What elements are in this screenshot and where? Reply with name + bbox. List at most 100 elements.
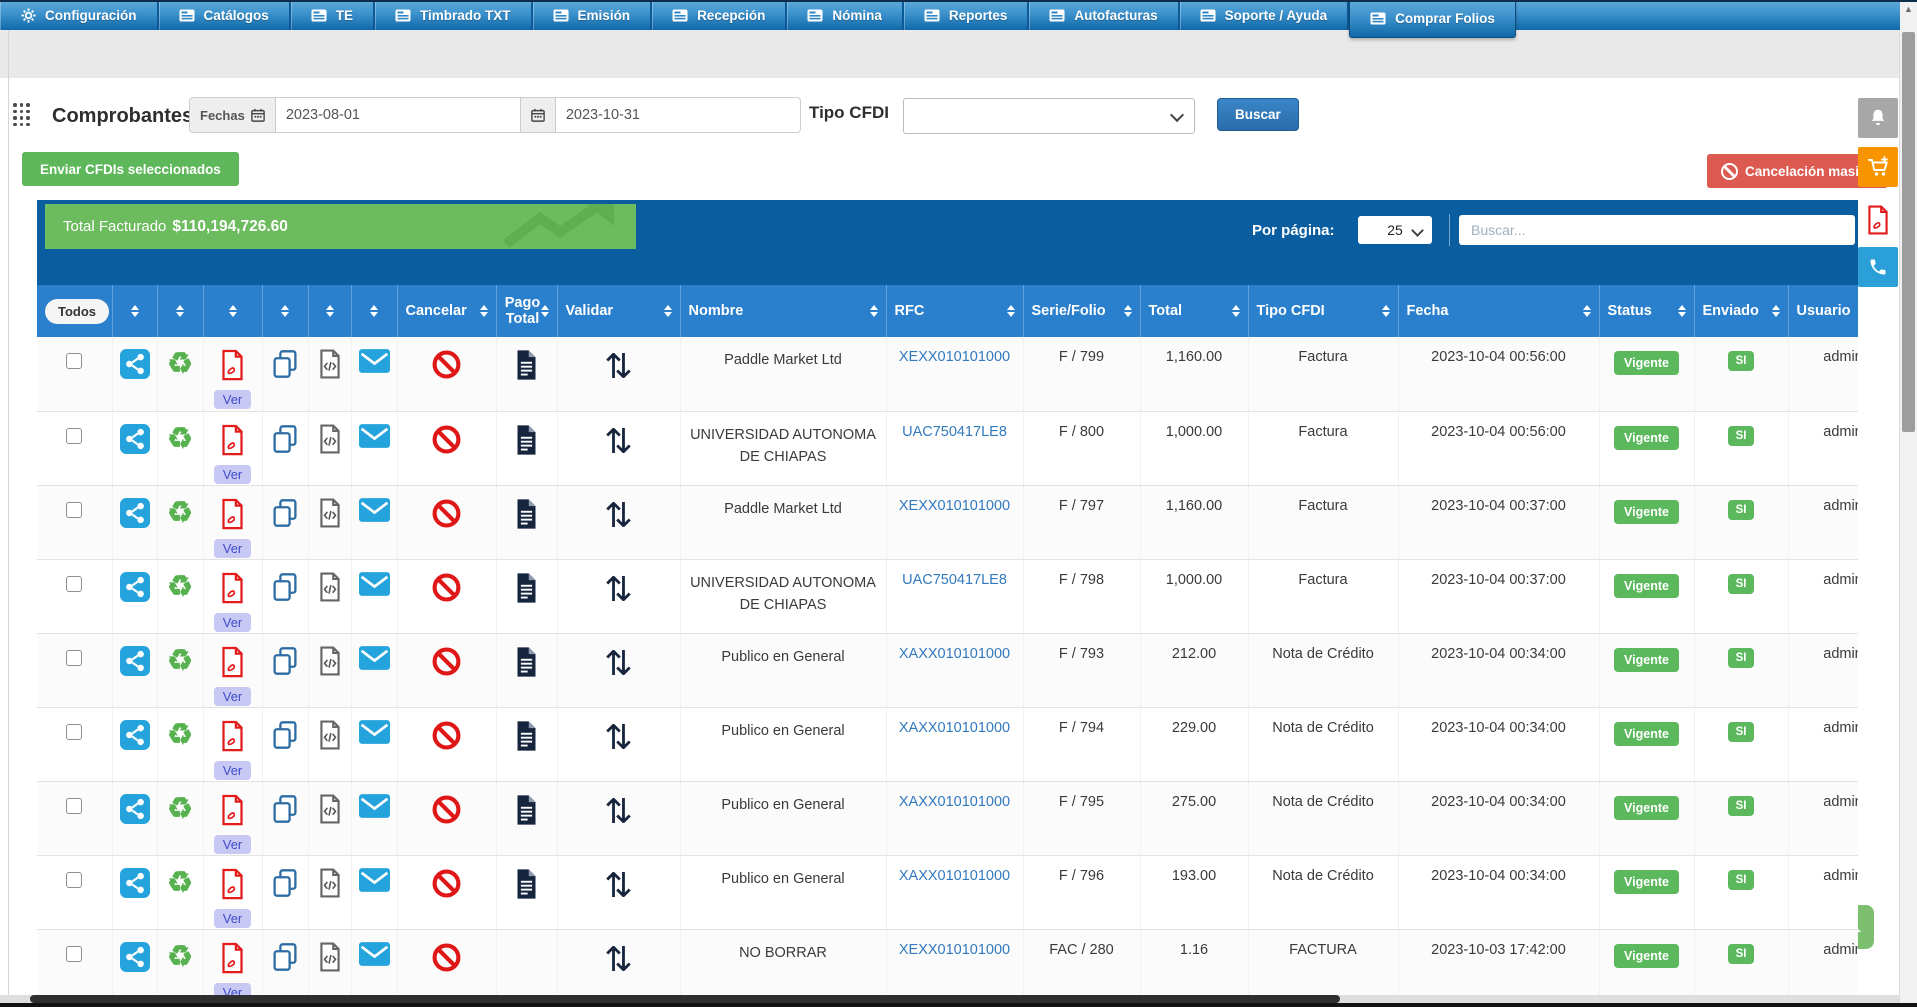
date-from-input[interactable]	[275, 97, 521, 133]
nav-tab[interactable]: TE	[291, 0, 376, 30]
pago-total-doc-icon[interactable]	[513, 498, 540, 530]
xml-icon[interactable]	[317, 498, 343, 528]
ver-button[interactable]: Ver	[213, 464, 252, 484]
share-icon[interactable]	[119, 645, 150, 676]
sort-icon[interactable]	[869, 305, 878, 317]
sort-icon[interactable]	[228, 305, 237, 317]
validar-arrows-icon[interactable]: ⇅	[604, 348, 633, 386]
pago-total-doc-icon[interactable]	[513, 572, 540, 604]
recycle-icon[interactable]: ♻	[167, 792, 193, 825]
copy-icon[interactable]	[271, 349, 299, 379]
pdf-icon[interactable]	[219, 942, 246, 974]
row-checkbox[interactable]	[66, 353, 83, 369]
sort-icon[interactable]	[1123, 305, 1132, 317]
pdf-icon[interactable]	[219, 646, 246, 678]
vertical-scrollbar[interactable]: ▲	[1899, 0, 1917, 1007]
cancel-icon[interactable]	[431, 942, 462, 973]
mail-icon[interactable]	[358, 645, 390, 670]
nav-tab[interactable]: Reportes	[904, 0, 1030, 30]
recycle-icon[interactable]: ♻	[167, 496, 193, 529]
copy-icon[interactable]	[271, 498, 299, 528]
sort-icon[interactable]	[1231, 305, 1240, 317]
validar-arrows-icon[interactable]: ⇅	[604, 792, 633, 831]
xml-icon[interactable]	[317, 868, 343, 898]
share-icon[interactable]	[119, 349, 150, 379]
pdf-icon[interactable]	[219, 794, 246, 826]
copy-icon[interactable]	[271, 424, 299, 454]
share-icon[interactable]	[119, 571, 150, 602]
horizontal-scrollbar-thumb[interactable]	[30, 995, 1340, 1003]
xml-icon[interactable]	[317, 646, 343, 676]
cancelacion-masiva-button[interactable]: Cancelación masiva	[1707, 154, 1889, 188]
copy-icon[interactable]	[271, 794, 299, 824]
nav-tab[interactable]: Emisión	[533, 0, 653, 30]
cancel-icon[interactable]	[431, 498, 462, 529]
cancel-icon[interactable]	[431, 794, 462, 825]
pago-total-doc-icon[interactable]	[513, 794, 540, 826]
validar-arrows-icon[interactable]: ⇅	[604, 866, 633, 905]
validar-arrows-icon[interactable]: ⇅	[604, 940, 633, 979]
row-checkbox[interactable]	[66, 575, 83, 592]
mail-icon[interactable]	[358, 497, 390, 522]
recycle-icon[interactable]: ♻	[167, 422, 193, 455]
horizontal-scrollbar[interactable]	[0, 995, 1900, 1003]
ver-button[interactable]: Ver	[213, 908, 252, 928]
row-checkbox[interactable]	[66, 501, 83, 518]
validar-arrows-icon[interactable]: ⇅	[604, 496, 633, 535]
rfc-link[interactable]: XAXX010101000	[898, 645, 1011, 662]
sort-icon[interactable]	[370, 305, 378, 317]
recycle-icon[interactable]: ♻	[167, 348, 193, 380]
cancel-icon[interactable]	[431, 572, 462, 603]
rfc-link[interactable]: XEXX010101000	[898, 349, 1011, 365]
xml-icon[interactable]	[317, 794, 343, 824]
sort-icon[interactable]	[176, 305, 184, 317]
row-checkbox[interactable]	[66, 723, 83, 740]
notifications-button[interactable]	[1858, 98, 1898, 138]
enviar-cfdis-button[interactable]: Enviar CFDIs seleccionados	[22, 152, 239, 186]
row-checkbox[interactable]	[66, 945, 83, 962]
ver-button[interactable]: Ver	[213, 982, 252, 996]
ver-button[interactable]: Ver	[213, 760, 252, 780]
tipo-cfdi-select[interactable]	[903, 98, 1195, 134]
mail-icon[interactable]	[358, 571, 390, 596]
mail-icon[interactable]	[358, 423, 390, 448]
row-checkbox[interactable]	[66, 797, 83, 814]
grid-handle-icon[interactable]	[13, 103, 30, 127]
sort-icon[interactable]	[1582, 305, 1591, 317]
pdf-icon[interactable]	[219, 572, 246, 604]
share-icon[interactable]	[119, 867, 150, 898]
nav-tab[interactable]: Nómina	[787, 0, 904, 30]
rfc-link[interactable]: XAXX010101000	[898, 719, 1011, 736]
sort-icon[interactable]	[1006, 305, 1015, 317]
copy-icon[interactable]	[271, 868, 299, 898]
share-icon[interactable]	[119, 497, 150, 528]
recycle-icon[interactable]: ♻	[167, 570, 193, 603]
share-icon[interactable]	[119, 719, 150, 750]
nav-tab[interactable]: Timbrado TXT	[375, 0, 533, 30]
xml-icon[interactable]	[317, 942, 343, 972]
pago-total-doc-icon[interactable]	[513, 424, 540, 456]
sort-icon[interactable]	[1381, 305, 1390, 317]
row-checkbox[interactable]	[66, 427, 83, 444]
pago-total-doc-icon[interactable]	[513, 646, 540, 678]
buy-folios-cart-button[interactable]	[1858, 147, 1898, 187]
copy-icon[interactable]	[271, 572, 299, 602]
ver-button[interactable]: Ver	[213, 612, 252, 632]
contact-phone-button[interactable]	[1858, 247, 1898, 287]
rfc-link[interactable]: XAXX010101000	[898, 793, 1011, 810]
nav-tab[interactable]: Comprar Folios	[1349, 0, 1516, 38]
sort-icon[interactable]	[130, 305, 139, 317]
cancel-icon[interactable]	[431, 646, 462, 677]
copy-icon[interactable]	[271, 720, 299, 750]
recycle-icon[interactable]: ♻	[167, 940, 193, 973]
share-icon[interactable]	[119, 423, 150, 454]
nav-tab[interactable]: Configuración	[0, 0, 159, 30]
date-to-input[interactable]	[555, 97, 801, 133]
table-search-input[interactable]	[1459, 215, 1855, 245]
row-checkbox[interactable]	[66, 649, 83, 666]
validar-arrows-icon[interactable]: ⇅	[604, 644, 633, 683]
export-pdf-button[interactable]	[1858, 203, 1898, 237]
ver-button[interactable]: Ver	[213, 390, 252, 409]
validar-arrows-icon[interactable]: ⇅	[604, 422, 633, 461]
mail-icon[interactable]	[358, 349, 390, 373]
